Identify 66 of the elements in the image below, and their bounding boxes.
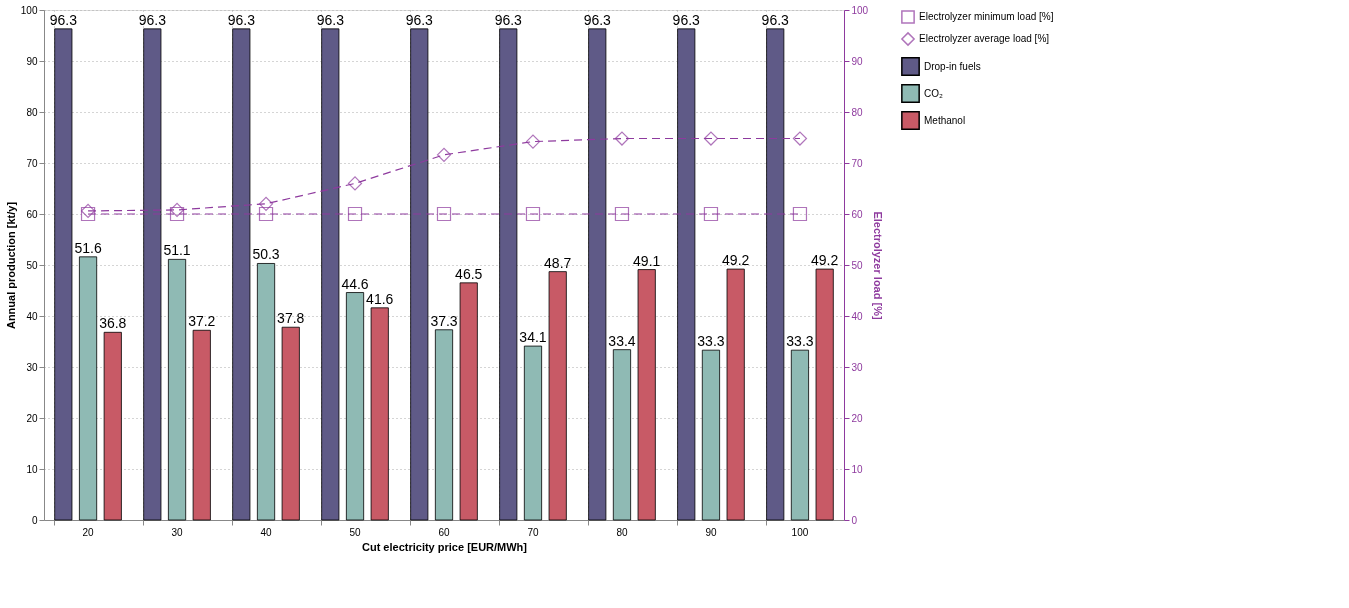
data-label: 50.3	[252, 246, 280, 263]
y-tick-label: 60	[26, 208, 38, 220]
data-label: 33.3	[786, 333, 814, 350]
data-label: 36.8	[99, 315, 127, 332]
data-label: 49.2	[811, 252, 839, 269]
data-label: 37.2	[188, 313, 216, 330]
x-tick-label: 100	[791, 526, 809, 538]
y2-axis-title: Electrolyzer load [%]	[872, 211, 885, 320]
x-tick-label: 20	[82, 526, 95, 538]
y2-tick-label: 60	[851, 208, 864, 220]
y-tick-label: 50	[26, 259, 38, 271]
y-tick-label: 90	[26, 55, 38, 67]
y2-tick-label: 10	[851, 463, 864, 475]
y2-tick-label: 20	[851, 412, 864, 424]
data-label: 41.6	[366, 290, 394, 307]
legend-label: Methanol	[924, 114, 966, 126]
data-label: 96.3	[227, 11, 256, 28]
x-tick-label: 60	[438, 526, 450, 538]
y-tick-label: 30	[26, 361, 38, 373]
y-tick-label: 40	[26, 310, 38, 322]
data-label: 33.3	[697, 333, 725, 350]
y-tick-label: 20	[26, 412, 38, 424]
legend-label: Electrolyzer average load [%]	[919, 33, 1050, 44]
y2-tick-label: 100	[851, 4, 869, 16]
x-tick-label: 90	[705, 526, 717, 538]
data-label: 96.3	[761, 11, 790, 28]
y-axis-title: Annual production [kt/y]	[4, 201, 17, 330]
data-label: 96.3	[405, 11, 434, 28]
data-label: 96.3	[494, 11, 523, 28]
data-label: 96.3	[583, 11, 612, 28]
data-label: 48.7	[544, 254, 572, 271]
legend-label: Electrolyzer minimum load [%]	[919, 11, 1054, 22]
y-tick-label: 100	[20, 4, 38, 16]
x-tick-label: 80	[616, 526, 628, 538]
data-label: 33.4	[608, 332, 636, 349]
data-label: 96.3	[138, 11, 167, 28]
data-label: 37.8	[277, 310, 305, 327]
x-tick-label: 40	[260, 526, 273, 538]
data-label: 34.1	[519, 329, 547, 346]
data-label: 96.3	[672, 11, 701, 28]
y2-tick-label: 30	[851, 361, 864, 373]
x-axis-title: Cut electricity price [EUR/MWh]	[361, 540, 528, 553]
y-tick-label: 10	[26, 463, 38, 475]
y-tick-label: 80	[26, 106, 38, 118]
x-tick-label: 30	[171, 526, 184, 538]
y2-tick-label: 80	[851, 106, 864, 118]
y-tick-label: 70	[26, 157, 38, 169]
y2-tick-label: 40	[851, 310, 864, 322]
data-label: 96.3	[316, 11, 345, 28]
data-label: 44.6	[341, 275, 369, 292]
legend-label: Drop-in fuels	[924, 60, 981, 72]
data-label: 51.1	[163, 242, 191, 259]
x-tick-label: 70	[527, 526, 539, 538]
data-label: 49.2	[722, 252, 750, 269]
legend-label: CO₂	[924, 87, 943, 99]
data-label: 96.3	[49, 11, 78, 28]
data-label: 51.6	[74, 239, 102, 256]
data-label: 46.5	[455, 265, 483, 282]
data-label: 49.1	[633, 252, 661, 269]
y2-tick-label: 90	[851, 55, 864, 67]
y2-tick-label: 0	[851, 514, 858, 526]
x-tick-label: 50	[349, 526, 362, 538]
y2-tick-label: 50	[851, 259, 864, 271]
y-tick-label: 0	[31, 514, 38, 526]
data-label: 37.3	[430, 312, 458, 329]
y2-tick-label: 70	[851, 157, 864, 169]
